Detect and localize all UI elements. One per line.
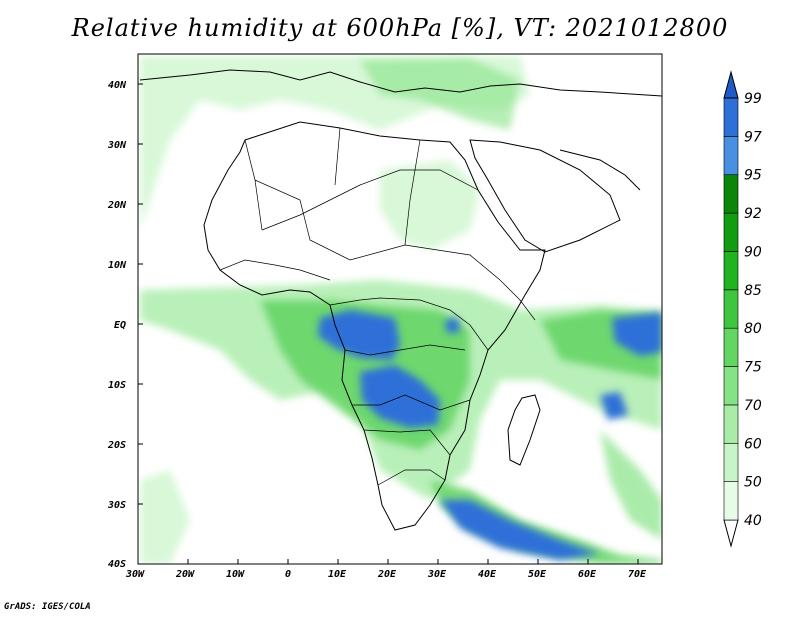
colorbar-label: 75: [744, 360, 762, 376]
colorbar-top-triangle: [723, 70, 739, 99]
colorbar-label: 60: [744, 436, 762, 452]
lon-tick-label: 20E: [377, 569, 397, 580]
lat-tick-labels: 40N 30N 20N 10N EQ 10S 20S 30S 40S: [107, 80, 127, 570]
lat-tick-label: 20S: [107, 440, 126, 451]
colorbar-label: 97: [744, 129, 762, 145]
colorbar-label: 85: [744, 283, 762, 299]
colorbar-label: 50: [744, 475, 762, 491]
lon-tick-label: 10E: [328, 569, 347, 580]
colorbar-segment: [723, 481, 739, 521]
map-frame: [137, 53, 663, 565]
lat-tick-label: EQ: [114, 320, 126, 331]
colorbar-segment: [723, 442, 739, 482]
colorbar-label: 40: [744, 513, 762, 529]
lon-tick-label: 0: [285, 569, 291, 580]
colorbar-segment: [723, 212, 739, 252]
colorbar-segment: [723, 97, 739, 137]
europe-coast: [139, 69, 662, 97]
map-title: Relative humidity at 600hPa [%], VT: 202…: [71, 14, 729, 42]
colorbar-bottom-triangle: [723, 519, 739, 548]
lat-tick-label: 10N: [108, 260, 127, 271]
colorbar: 40 50 60 70 75 80 85 90 92 95 97 99: [723, 70, 762, 548]
lat-tick-label: 40N: [108, 80, 127, 91]
colorbar-segment: [723, 289, 739, 329]
colorbar-segment: [723, 174, 739, 214]
lon-tick-labels: 30W 20W 10W 0 10E 20E 30E 40E 50E 60E 70…: [125, 569, 647, 580]
colorbar-segment: [723, 136, 739, 176]
colorbar-label: 90: [744, 244, 762, 260]
lat-tick-label: 40S: [108, 559, 126, 570]
colorbar-label: 95: [744, 168, 762, 184]
colorbar-label: 92: [744, 206, 762, 222]
lon-tick-label: 30W: [125, 569, 145, 580]
lat-tick-label: 30S: [107, 500, 126, 511]
lon-tick-label: 60E: [578, 569, 597, 580]
lon-tick-label: 40E: [478, 569, 497, 580]
colorbar-segment: [723, 251, 739, 291]
lat-tick-label: 10S: [108, 380, 126, 391]
lon-tick-label: 10W: [226, 569, 245, 580]
colorbar-label: 70: [744, 398, 762, 414]
colorbar-segment: [723, 366, 739, 406]
lon-tick-label: 20W: [175, 569, 195, 580]
grads-credit: GrADS: IGES/COLA: [4, 602, 91, 612]
colorbar-label: 99: [744, 91, 762, 107]
persian-gulf: [559, 149, 641, 191]
humidity-field: [138, 54, 662, 564]
axis-tick-marks: [137, 83, 639, 564]
lon-tick-label: 30E: [427, 569, 447, 580]
arabia-outline: [469, 139, 621, 253]
lon-tick-label: 70E: [628, 569, 647, 580]
lat-tick-label: 30N: [107, 140, 127, 151]
colorbar-segment: [723, 404, 739, 444]
colorbar-label: 80: [744, 321, 762, 337]
country-borders: [219, 127, 536, 486]
madagascar-outline: [507, 394, 541, 466]
lat-tick-label: 20N: [107, 200, 127, 211]
lon-tick-label: 50E: [528, 569, 547, 580]
colorbar-segment: [723, 327, 739, 367]
